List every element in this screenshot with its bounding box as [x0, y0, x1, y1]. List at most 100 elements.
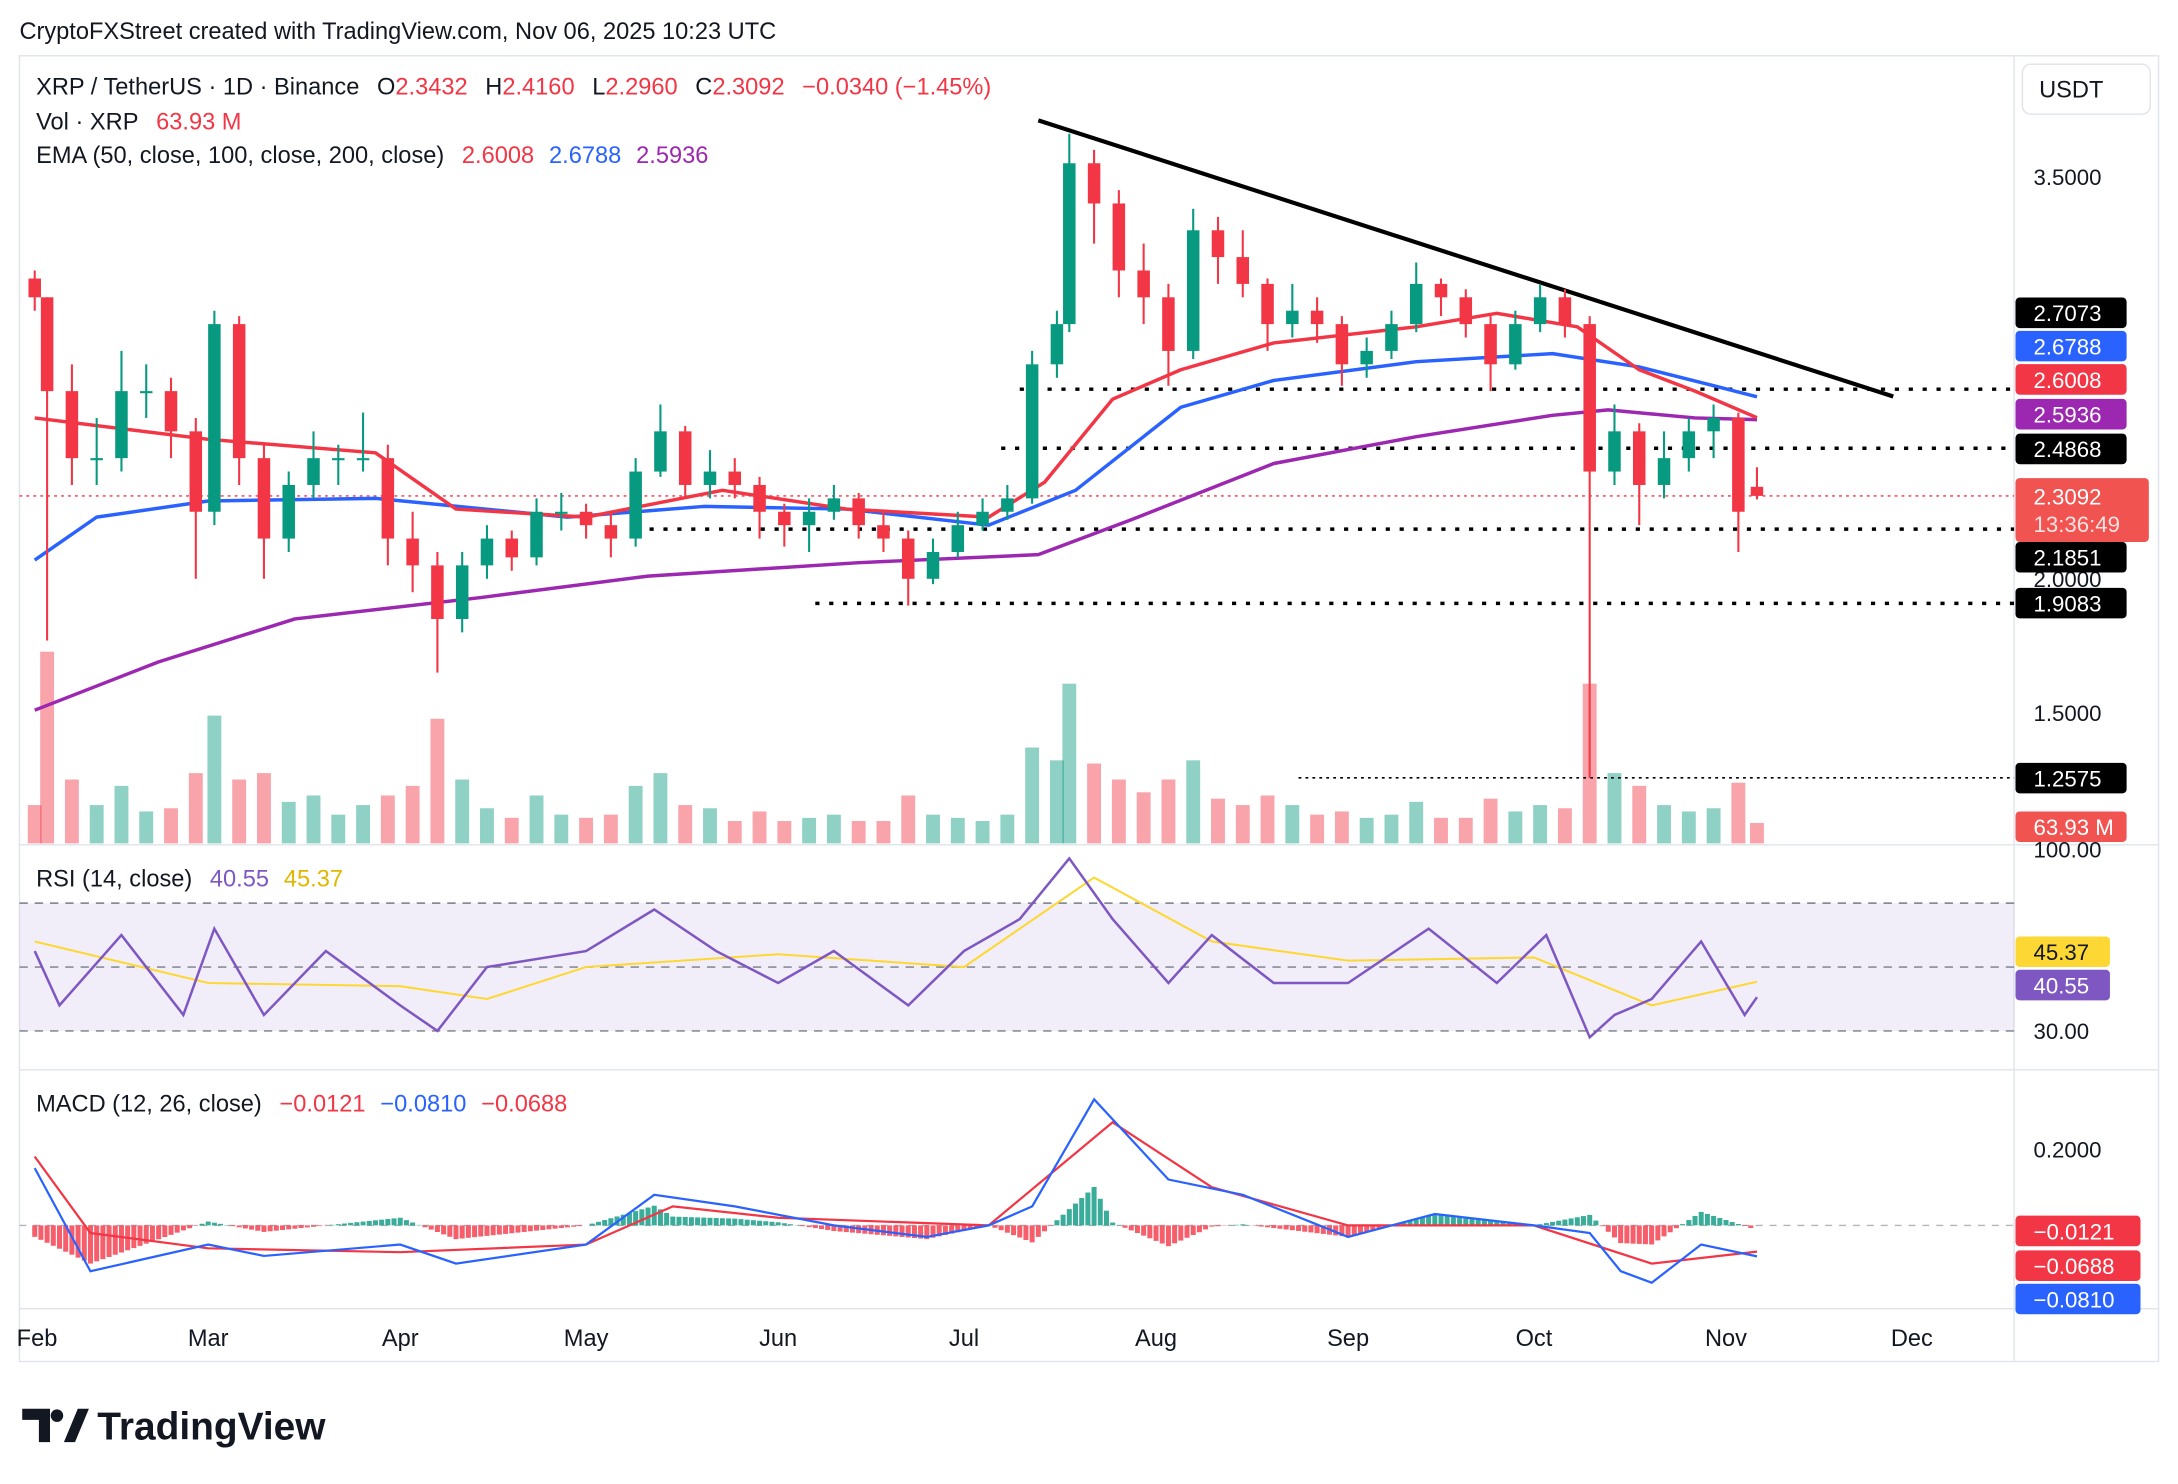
- change-value: −0.0340 (−1.45%): [802, 75, 991, 101]
- countdown-label: 13:36:49: [2034, 512, 2121, 537]
- candle-body: [1286, 310, 1299, 325]
- price-label-bg: [2015, 330, 2127, 362]
- volume-bar: [727, 821, 742, 844]
- macd-histogram-bar: [149, 1225, 155, 1242]
- macd-histogram-bar: [372, 1220, 378, 1226]
- macd-histogram-bar: [942, 1225, 948, 1235]
- candle-body: [1732, 417, 1745, 512]
- volume-bar: [1508, 811, 1523, 844]
- macd-histogram-bar: [1717, 1217, 1723, 1226]
- volume-bar: [926, 814, 940, 844]
- macd-histogram-bar: [261, 1225, 267, 1232]
- macd-histogram-bar: [608, 1218, 614, 1226]
- macd-histogram-bar: [1178, 1225, 1184, 1241]
- candle-body: [90, 458, 103, 461]
- volume-bar: [1409, 801, 1424, 844]
- macd-histogram-bar: [1296, 1225, 1302, 1231]
- macd-histogram-bar: [143, 1225, 149, 1244]
- candle-body: [852, 498, 865, 526]
- macd-signal-axis-label: −0.0688: [2034, 1254, 2115, 1279]
- low-label: L: [592, 75, 605, 101]
- macd-hist-axis-label-bg: [2015, 1215, 2141, 1247]
- ema200-value: 2.5936: [636, 143, 708, 169]
- macd-histogram-bar: [1494, 1221, 1500, 1226]
- macd-histogram-bar: [1407, 1220, 1413, 1226]
- candle-body: [951, 525, 965, 552]
- macd-histogram-bar: [992, 1225, 998, 1228]
- logo-mark-icon: [22, 1408, 89, 1443]
- candle-body: [827, 498, 841, 512]
- macd-histogram-bar: [329, 1224, 335, 1226]
- rsi-tick-label: 30.00: [2034, 1019, 2090, 1044]
- macd-histogram-bar: [1209, 1225, 1215, 1227]
- macd-histogram-bar: [670, 1216, 676, 1226]
- macd-histogram-bar: [478, 1225, 484, 1237]
- macd-histogram-bar: [273, 1225, 279, 1231]
- time-tick-label: Jun: [759, 1326, 797, 1352]
- macd-histogram-bar: [911, 1225, 917, 1239]
- volume-axis-label-bg: [2015, 811, 2127, 843]
- macd-histogram-bar: [230, 1225, 236, 1227]
- candle-body: [406, 538, 419, 566]
- macd-histogram-bar: [1364, 1225, 1370, 1232]
- candle-body: [1434, 283, 1448, 298]
- macd-histogram-bar: [540, 1225, 546, 1230]
- macd-histogram-bar: [453, 1225, 459, 1240]
- macd-histogram-bar: [1630, 1225, 1636, 1244]
- candle-body: [877, 525, 890, 539]
- candle-body: [356, 458, 370, 461]
- candle-body: [555, 511, 568, 514]
- macd-histogram-bar: [1215, 1225, 1221, 1227]
- macd-histogram-bar: [1680, 1224, 1686, 1226]
- candle-body: [282, 484, 295, 539]
- volume-bar: [1632, 785, 1647, 844]
- volume-bar: [504, 817, 519, 844]
- volume-bar: [232, 779, 247, 844]
- macd-histogram-bar: [1159, 1225, 1165, 1244]
- currency-button[interactable]: USDT: [2021, 63, 2151, 115]
- macd-histogram-bar: [1004, 1225, 1010, 1233]
- volume-bar: [1750, 822, 1764, 844]
- macd-histogram-bar: [688, 1217, 694, 1226]
- last-price-badge: [2015, 478, 2149, 542]
- macd-histogram-bar: [311, 1225, 317, 1227]
- rsi-ma-value: 45.37: [284, 866, 343, 892]
- macd-histogram-bar: [410, 1222, 416, 1226]
- macd-histogram-bar: [1605, 1225, 1611, 1232]
- macd-histogram-bar: [1134, 1225, 1140, 1234]
- macd-histogram-bar: [174, 1225, 180, 1233]
- macd-histogram-bar: [1457, 1216, 1463, 1226]
- legend-ema: EMA (50, close, 100, close, 200, close) …: [36, 143, 708, 169]
- volume-bar: [1062, 683, 1077, 844]
- candle-body: [1001, 498, 1014, 512]
- volume-bar: [678, 805, 693, 844]
- open-value: 2.3432: [395, 75, 467, 101]
- volume-bar: [1359, 817, 1374, 844]
- candle-body: [65, 391, 79, 459]
- volume-bar: [901, 795, 916, 844]
- header-credit: CryptoFXStreet created with TradingView.…: [19, 19, 776, 45]
- macd-histogram-bar: [620, 1214, 626, 1226]
- macd-histogram-bar: [595, 1221, 601, 1226]
- macd-histogram-bar: [769, 1221, 775, 1226]
- volume-bar: [1087, 763, 1102, 844]
- volume-bar: [114, 785, 129, 844]
- macd-histogram-bar: [837, 1225, 843, 1232]
- candle-body: [802, 511, 816, 526]
- candle-body: [1608, 431, 1621, 472]
- macd-histogram-bar: [713, 1218, 719, 1226]
- volume-value: 63.93 M: [156, 109, 241, 135]
- candle-body: [901, 538, 915, 579]
- time-tick-label: Aug: [1135, 1326, 1177, 1352]
- volume-bar: [554, 814, 569, 844]
- macd-histogram-bar: [806, 1225, 812, 1228]
- macd-histogram-bar: [1500, 1221, 1506, 1226]
- candle-body: [115, 391, 128, 459]
- macd-histogram-bar: [168, 1225, 174, 1235]
- candle-body: [1409, 283, 1423, 325]
- macd-histogram-bar: [1432, 1213, 1438, 1226]
- macd-histogram-bar: [732, 1218, 738, 1226]
- candle-body: [28, 278, 41, 298]
- macd-histogram-bar: [1593, 1220, 1599, 1226]
